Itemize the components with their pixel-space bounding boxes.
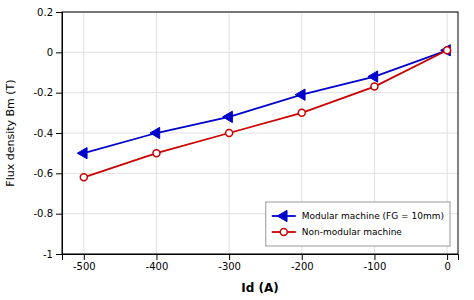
legend-box [266,202,450,246]
grid-line-y [62,173,458,174]
chart-container: -500 -400 -300 -200 -100 0 -1 -0.8 -0.6 -0.4 -0.2 0… [0,0,474,300]
legend: Modular machine (FG = 10mm) Non-modular m… [266,202,450,246]
x-tick-label: -500 [73,261,96,272]
legend-label: Non-modular machine [302,227,403,237]
y-axis: -1 -0.8 -0.6 -0.4 -0.2 0 0.2 [33,7,62,260]
x-tick-mark [84,254,85,260]
series-point [298,109,305,116]
y-tick: -0.6 [33,168,62,179]
x-tick-label: -200 [291,261,314,272]
y-tick-mark [56,12,62,13]
y-tick-mark [56,52,62,53]
x-tick-mark [374,254,375,260]
series-point [153,150,160,157]
series [80,47,450,181]
y-tick-label: -0.2 [33,87,53,98]
grid-line-y [62,133,458,134]
y-tick-label: 0 [47,47,53,58]
y-tick-label: -0.4 [33,128,53,139]
legend-item: Non-modular machine [272,227,403,237]
series [77,45,450,159]
y-tick: -0.2 [33,87,62,98]
series-group [77,45,450,181]
legend-label: Modular machine (FG = 10mm) [302,211,444,221]
chart-svg: -500 -400 -300 -200 -100 0 -1 -0.8 -0.6 -0.4 -0.2 0… [0,0,474,300]
x-axis-title: Id (A) [241,281,279,295]
series-point [295,89,305,100]
x-axis-line [63,255,459,261]
plot-frame [62,12,458,254]
x-tick: -200 [291,254,314,272]
series-point [80,174,87,181]
series-point [226,130,233,137]
x-tick: 0 [444,254,450,272]
legend-marker [280,229,287,236]
y-tick-label: -0.6 [33,168,53,179]
grid-line-y [62,92,458,93]
series-point [223,111,233,122]
y-axis-line [56,13,63,255]
x-tick: -400 [146,254,169,272]
series-line [84,50,447,177]
y-axis-title: Flux density Bm (T) [4,79,17,186]
series-point [371,83,378,90]
series-point [444,47,451,54]
y-tick-label: -1 [43,249,53,260]
x-tick: -500 [73,254,96,272]
plot-area: -500 -400 -300 -200 -100 0 -1 -0.8 -0.6 -0.4 -0.2 0… [33,7,458,272]
y-tick-label: -0.8 [33,208,53,219]
y-tick-mark [56,254,62,255]
y-tick: 0 [47,47,62,58]
x-tick: -300 [218,254,241,272]
grid [62,12,458,254]
x-tick-label: -400 [146,261,169,272]
x-tick-label: -300 [218,261,241,272]
y-tick: 0.2 [37,7,62,18]
x-tick-label: 0 [444,261,450,272]
y-tick: -1 [43,249,62,260]
y-tick-mark [56,214,62,215]
y-tick-mark [56,93,62,94]
x-tick-mark [302,254,303,260]
y-tick-mark [56,133,62,134]
series-point [368,71,378,82]
legend-item: Modular machine (FG = 10mm) [272,210,444,221]
series-point [150,127,160,138]
x-tick-label: -100 [364,261,387,272]
y-tick: -0.8 [33,208,62,219]
x-tick-mark [447,254,448,260]
x-axis: -500 -400 -300 -200 -100 0 [63,254,459,272]
series-point [77,148,87,159]
y-tick: -0.4 [33,128,62,139]
series-line [84,50,447,153]
series-point [441,45,451,56]
x-tick-mark [229,254,230,260]
y-tick-label: 0.2 [37,7,53,18]
grid-line-y [62,52,458,53]
x-tick-mark [156,254,157,260]
x-tick: -100 [364,254,387,272]
y-tick-mark [56,173,62,174]
legend-marker [277,210,287,221]
